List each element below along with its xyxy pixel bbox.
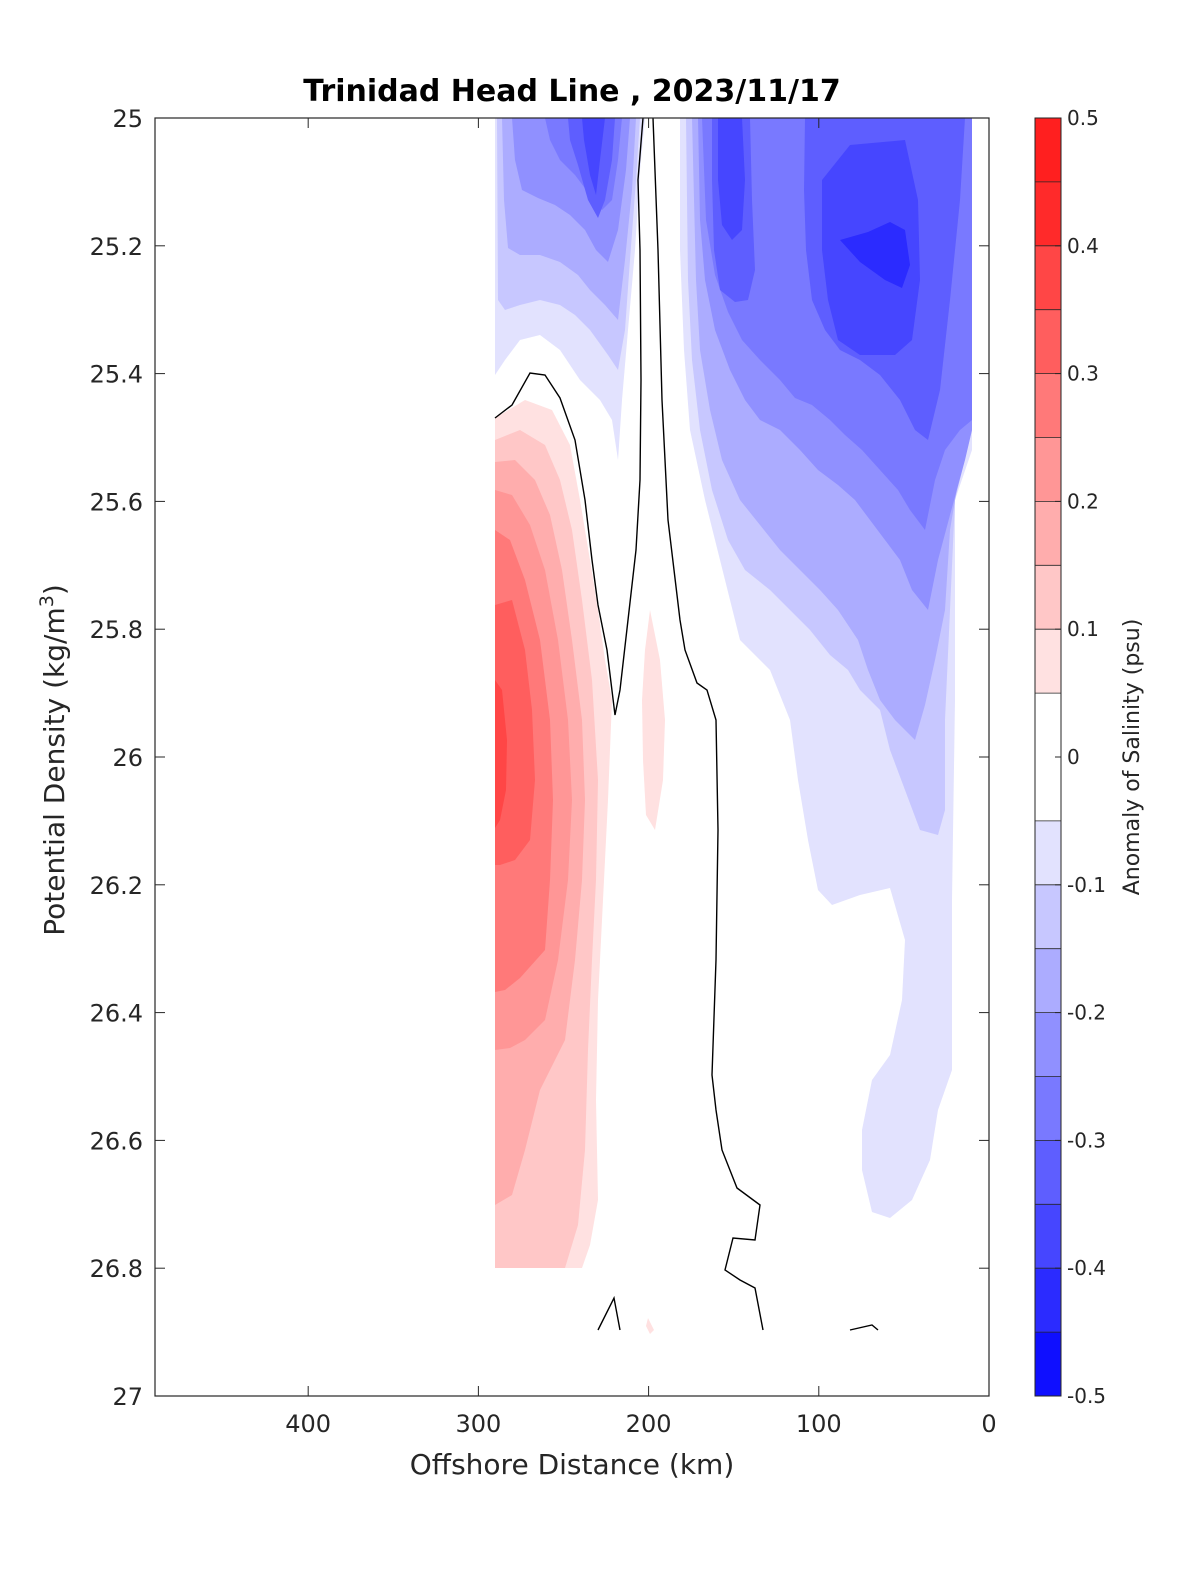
colorbar-band	[1035, 437, 1061, 502]
y-axis-title-main: Potential Density (kg/m	[38, 607, 71, 936]
colorbar-band	[1035, 1140, 1061, 1205]
colorbar-band	[1035, 1204, 1061, 1269]
colorbar-tick-label: 0.4	[1067, 234, 1099, 258]
y-tick-label: 25.8	[90, 616, 143, 644]
y-tick-label: 25.2	[90, 233, 143, 261]
colorbar-band	[1035, 820, 1061, 885]
colorbar-band	[1035, 118, 1061, 182]
y-tick-label: 27	[112, 1383, 143, 1411]
y-tick-label: 25.6	[90, 488, 143, 516]
x-tick-label: 0	[981, 1410, 996, 1438]
colorbar-band	[1035, 629, 1061, 694]
colorbar-tick-label: -0.3	[1067, 1128, 1106, 1152]
x-axis: 400 300 200 100 0	[285, 118, 997, 1438]
x-axis-title: Offshore Distance (km)	[410, 1448, 735, 1481]
colorbar-tick-label: -0.1	[1067, 873, 1106, 897]
colorbar-tick-label: -0.4	[1067, 1256, 1106, 1280]
neg-near-band-10	[840, 222, 910, 288]
colorbar-ticks: 0.5 0.4 0.3 0.2 0.1 0 -0.1 -0.2 -0.3 -0.4 -0.5	[1055, 106, 1106, 1408]
y-tick-label: 26.8	[90, 1255, 143, 1283]
zero-contour-line-2	[652, 118, 764, 1331]
colorbar-tick-label: -0.2	[1067, 1001, 1106, 1025]
zero-contour-line-4	[849, 1324, 879, 1331]
x-tick-label: 100	[796, 1410, 842, 1438]
colorbar-tick-label: 0.3	[1067, 362, 1099, 386]
y-tick-label: 26	[112, 744, 143, 772]
y-axis: 25 25.2 25.4 25.6 25.8 26 26.2 26.4 26.6 26.8 27	[90, 105, 989, 1411]
y-axis-title-tail: )	[38, 584, 71, 595]
y-axis-title-superscript: 3	[36, 595, 58, 607]
chart-title: Trinidad Head Line , 2023/11/17	[303, 74, 840, 109]
y-axis-title: Potential Density (kg/m3)	[36, 584, 71, 936]
colorbar	[1035, 117, 1061, 1397]
pos-band-6	[495, 600, 535, 865]
colorbar-tick-label: 0	[1067, 745, 1080, 769]
x-tick-label: 200	[626, 1410, 672, 1438]
colorbar-band	[1035, 181, 1061, 246]
x-tick-label: 400	[285, 1410, 331, 1438]
zero-contour-line-3	[597, 1295, 621, 1331]
y-tick-label: 26.6	[90, 1127, 143, 1155]
colorbar-tick-label: 0.2	[1067, 489, 1099, 513]
colorbar-title: Anomaly of Salinity (psu)	[1120, 619, 1145, 896]
colorbar-band	[1035, 948, 1061, 1013]
contour-fill-layer	[494, 118, 972, 1334]
y-tick-label: 26.2	[90, 872, 143, 900]
x-tick-label: 300	[455, 1410, 501, 1438]
colorbar-band	[1035, 245, 1061, 310]
y-tick-label: 25	[112, 105, 143, 133]
colorbar-band	[1035, 1332, 1061, 1396]
colorbar-band	[1035, 1076, 1061, 1141]
y-tick-label: 25.4	[90, 361, 143, 389]
neg-off-band-7	[582, 118, 605, 195]
colorbar-band	[1035, 1012, 1061, 1077]
colorbar-band	[1035, 309, 1061, 374]
colorbar-band	[1035, 373, 1061, 438]
pos-band-7	[495, 680, 507, 828]
colorbar-band	[1035, 884, 1061, 949]
colorbar-tick-label: -0.5	[1067, 1384, 1106, 1408]
colorbar-band	[1035, 1268, 1061, 1333]
pos-band-8	[642, 610, 665, 830]
colorbar-tick-label: 0.1	[1067, 617, 1099, 641]
neg-near-band-8	[718, 118, 745, 240]
zero-contour-line-1	[494, 118, 644, 716]
colorbar-band	[1035, 565, 1061, 630]
y-tick-label: 26.4	[90, 1000, 143, 1028]
colorbar-tick-label: 0.5	[1067, 106, 1099, 130]
pos-band-9	[646, 1318, 654, 1334]
colorbar-band	[1035, 501, 1061, 566]
